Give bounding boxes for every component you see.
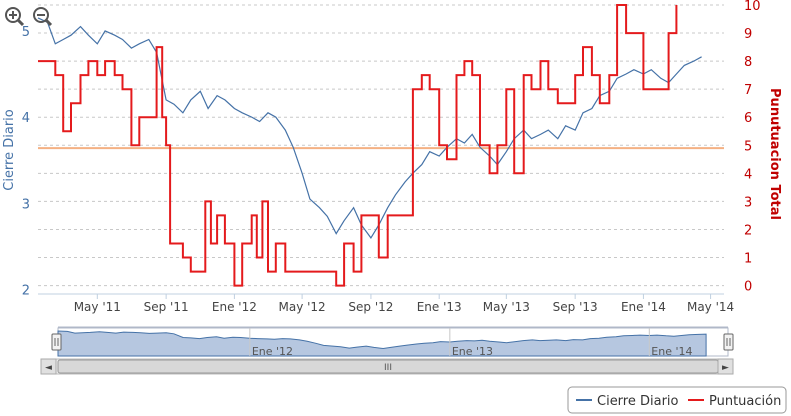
x-tick-label: Ene '14 — [621, 300, 666, 314]
x-tick-label: Sep '11 — [144, 300, 189, 314]
series-line-puntuacion — [38, 4, 678, 287]
gridlines — [38, 4, 724, 287]
x-tick-label: Sep '13 — [553, 300, 598, 314]
left-tick-label: 2 — [22, 284, 30, 299]
legend-box — [567, 386, 787, 414]
series-line-cierre-diario — [37, 17, 702, 239]
left-axis-ticks: 2 3 4 5 — [22, 25, 30, 299]
legend: Cierre Diario Puntuación — [567, 386, 787, 414]
navigator[interactable]: Ene '12 Ene '13 Ene '14 — [51, 326, 734, 358]
right-tick-label: 8 — [744, 55, 752, 70]
x-tick-label: May '13 — [483, 300, 530, 314]
navigator-label: Ene '14 — [651, 345, 692, 358]
left-axis-title: Cierre Diario — [2, 109, 17, 191]
x-tick-label: May '11 — [74, 300, 121, 314]
x-tick-label: May '14 — [687, 300, 734, 314]
navigator-label: Ene '13 — [452, 345, 493, 358]
right-tick-label: 10 — [744, 0, 761, 14]
right-tick-label: 4 — [744, 167, 752, 182]
scroll-left-button[interactable] — [40, 358, 57, 375]
x-tick-label: May '12 — [279, 300, 326, 314]
right-tick-label: 3 — [744, 195, 752, 210]
right-axis-title: Punutuacion Total — [767, 88, 782, 220]
navigator-series-area — [57, 330, 707, 357]
scrollbar-grip-icon: III — [384, 363, 392, 373]
scrollbar[interactable]: ◄ III ► — [40, 358, 734, 375]
zoom-out-button[interactable] — [33, 7, 53, 27]
scroll-right-arrow-icon: ► — [722, 363, 729, 373]
right-handle-body — [723, 333, 734, 351]
right-tick-label: 5 — [744, 139, 752, 154]
zoom-in-icon — [5, 7, 21, 23]
right-tick-label: 1 — [744, 252, 752, 267]
scroll-left-arrow-icon: ◄ — [45, 363, 52, 373]
x-tick-label: Sep '12 — [348, 300, 393, 314]
legend-label-cierre: Cierre Diario — [597, 394, 679, 409]
legend-label-puntuacion: Puntuación — [709, 394, 781, 409]
series-layer — [37, 4, 702, 287]
zoom-in-icon-handle — [16, 18, 25, 27]
left-tick-label: 4 — [22, 111, 30, 126]
left-tick-label: 3 — [22, 197, 30, 212]
right-tick-label: 0 — [744, 280, 752, 295]
x-tick-label: Ene '13 — [417, 300, 462, 314]
legend-item-puntuacion[interactable]: Puntuación — [688, 394, 781, 409]
zoom-out-icon-handle — [44, 18, 53, 27]
right-tick-label: 7 — [744, 83, 752, 98]
zoom-out-icon — [33, 7, 49, 23]
right-tick-label: 2 — [744, 223, 752, 238]
right-tick-label: 9 — [744, 27, 752, 42]
x-tick-label: Ene '12 — [212, 300, 257, 314]
navigator-labels: Ene '12 Ene '13 Ene '14 — [249, 328, 693, 358]
zoom-in-button[interactable] — [5, 7, 25, 27]
x-axis-ticks: May '11 Sep '11 Ene '12 May '12 Sep '12 Ene '… — [74, 294, 734, 314]
left-handle-body — [51, 333, 62, 351]
left-tick-label: 5 — [22, 25, 30, 40]
right-tick-label: 6 — [744, 111, 752, 126]
legend-item-cierre[interactable]: Cierre Diario — [576, 394, 679, 409]
right-axis-ticks: 0 1 2 3 4 5 6 7 8 9 10 — [744, 0, 761, 295]
navigator-label: Ene '12 — [252, 345, 293, 358]
navigator-right-handle[interactable] — [723, 333, 734, 351]
scroll-right-button[interactable] — [717, 358, 734, 375]
navigator-left-handle[interactable] — [51, 333, 62, 351]
